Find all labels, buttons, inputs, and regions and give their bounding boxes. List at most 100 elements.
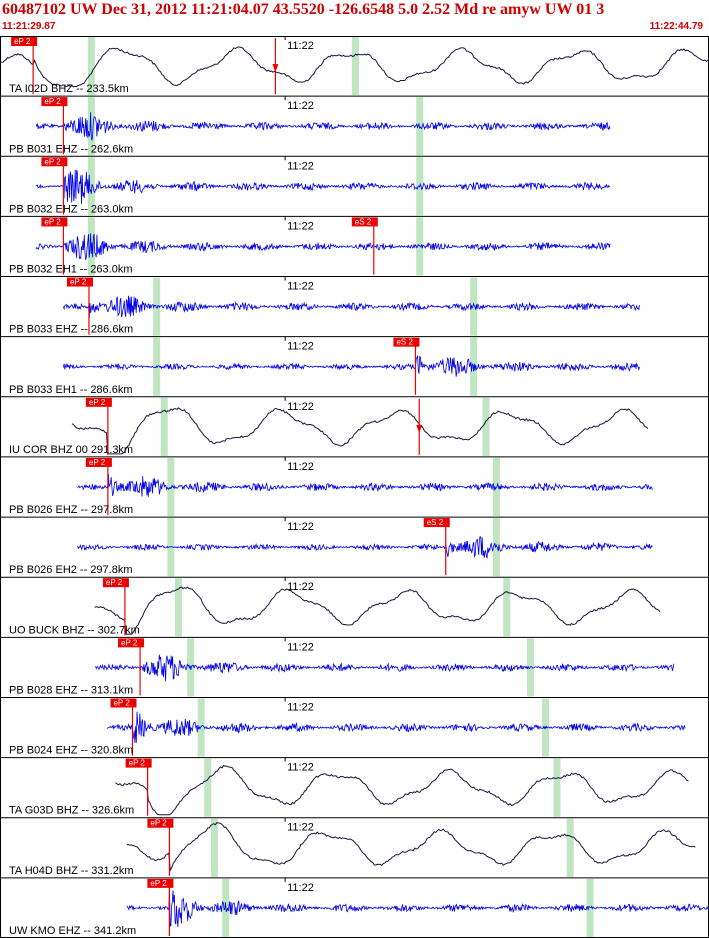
window-band [210,818,218,877]
window-band [416,217,424,276]
window-band [553,758,561,817]
window-band [416,97,424,156]
window-band [586,878,594,937]
window-band [503,578,511,637]
pick-marker [272,64,279,73]
pick-label: eS 2 [427,518,444,527]
trace-row: 11:22 eP 2 PB B032 EHZ -- 263.0km [0,156,709,217]
trace-row: 11:22 eS 2 PB B033 EH1 -- 286.6km [0,336,709,398]
station-label: UO BUCK BHZ -- 302.7km [9,624,140,636]
pick-box [110,698,137,708]
minute-label: 11:22 [287,220,314,232]
waveform-line [35,112,611,141]
station-label: UW KMO EHZ -- 341.2km [9,925,136,937]
station-label: IU COR BHZ 00 291.3km [9,444,133,456]
pick-box [11,37,38,46]
station-label: PB B031 EHZ -- 262.6km [9,143,133,155]
waveform-line [77,535,653,559]
window-band [482,397,490,456]
pick-label: eP 2 [89,398,106,407]
station-label: TA G03D BHZ -- 326.6km [9,805,134,817]
window-band [174,578,182,637]
window-band [87,157,95,216]
pick-label: eP 2 [14,37,31,46]
start-time-label: 11:21:29.87 [2,21,56,32]
pick-box [66,277,93,287]
pick-box [41,157,68,167]
minute-label: 11:22 [287,701,314,713]
minute-label: 11:22 [287,461,314,473]
station-label: PB B026 EH2 -- 297.8km [9,564,133,576]
station-label: PB B026 EHZ -- 297.8km [9,504,133,516]
end-time-label: 11:22:44.79 [649,21,703,32]
station-label: PB B028 EHZ -- 313.1km [9,684,133,696]
trace-row: 11:22 eP 2 TA H04D BHZ -- 331.2km [0,817,709,879]
plot-header: 60487102 UW Dec 31, 2012 11:21:04.07 43.… [0,0,709,36]
station-label: PB B032 EHZ -- 263.0km [9,203,133,215]
station-label: PB B024 EHZ -- 320.8km [9,745,133,757]
trace-row: 11:22 eP 2 TA I02D BHZ -- 233.5km [0,36,709,97]
pick-label: eP 2 [44,97,61,106]
pick-label: eP 2 [150,819,167,828]
waveform-line [77,473,653,497]
station-label: TA I02D BHZ -- 233.5km [9,83,129,95]
trace-row: 11:22 eP 2 PB B033 EHZ -- 286.6km [0,276,709,338]
pick-box [85,397,112,407]
pick-marker [416,424,423,433]
window-band [160,397,168,456]
station-label: PB B033 EH1 -- 286.6km [9,384,133,396]
window-band [153,277,161,336]
pick-label: eS 2 [355,217,372,226]
station-label: PB B032 EH1 -- 263.0km [9,264,133,276]
minute-label: 11:22 [287,160,314,172]
pick-label: eP 2 [70,278,87,287]
waveform-line [94,586,661,635]
seismogram-panel: 11:22 eP 2 TA I02D BHZ -- 233.5km 11:22 eP 2… [0,36,709,938]
trace-row: 11:22 eP 2 PB B026 EHZ -- 297.8km [0,456,709,518]
pick-box [147,818,174,828]
window-band [470,277,478,336]
trace-row: 11:22 eP 2 eS 2 PB B032 EH1 -- 263.0km [0,216,709,278]
minute-label: 11:22 [287,401,314,413]
waveform-line [126,822,696,872]
pick-box [118,638,145,648]
pick-box [423,518,450,528]
minute-label: 11:22 [287,100,314,112]
minute-label: 11:22 [287,521,314,533]
waveform-line [115,764,689,816]
station-label: TA H04D BHZ -- 331.2km [9,865,134,877]
waveform-line [63,295,640,319]
window-band [197,698,205,757]
window-band [492,518,500,577]
waveform-line [95,654,675,682]
pick-box [41,217,68,227]
window-band [566,818,574,877]
waveform-line [106,711,686,743]
trace-row: 11:22 eP 2 IU COR BHZ 00 291.3km [0,396,709,458]
pick-label: eP 2 [129,759,146,768]
pick-box [147,878,174,888]
pick-box [125,758,152,768]
pick-label: eS 2 [396,338,413,347]
minute-label: 11:22 [287,341,314,353]
trace-row: 11:22 eP 2 UW KMO EHZ -- 341.2km [0,877,709,938]
pick-box [351,217,378,227]
minute-label: 11:22 [287,882,314,894]
pick-label: eP 2 [44,157,61,166]
pick-box [102,578,129,588]
waveform-line [35,169,611,204]
trace-row: 11:22 eP 2 TA G03D BHZ -- 326.6km [0,757,709,819]
trace-row: 11:22 eP 2 PB B031 EHZ -- 262.6km [0,96,709,157]
event-title: 60487102 UW Dec 31, 2012 11:21:04.07 43.… [2,1,605,18]
waveform-line [63,355,640,377]
minute-label: 11:22 [287,581,314,593]
trace-row: 11:22 eS 2 PB B026 EH2 -- 297.8km [0,517,709,578]
pick-label: eP 2 [121,638,138,647]
waveform-line [126,887,709,927]
minute-label: 11:22 [287,40,314,52]
trace-row: 11:22 eP 2 PB B024 EHZ -- 320.8km [0,697,709,759]
pick-label: eP 2 [44,217,61,226]
pick-label: eP 2 [106,578,123,587]
minute-label: 11:22 [287,762,314,774]
waveform-line [35,233,611,261]
